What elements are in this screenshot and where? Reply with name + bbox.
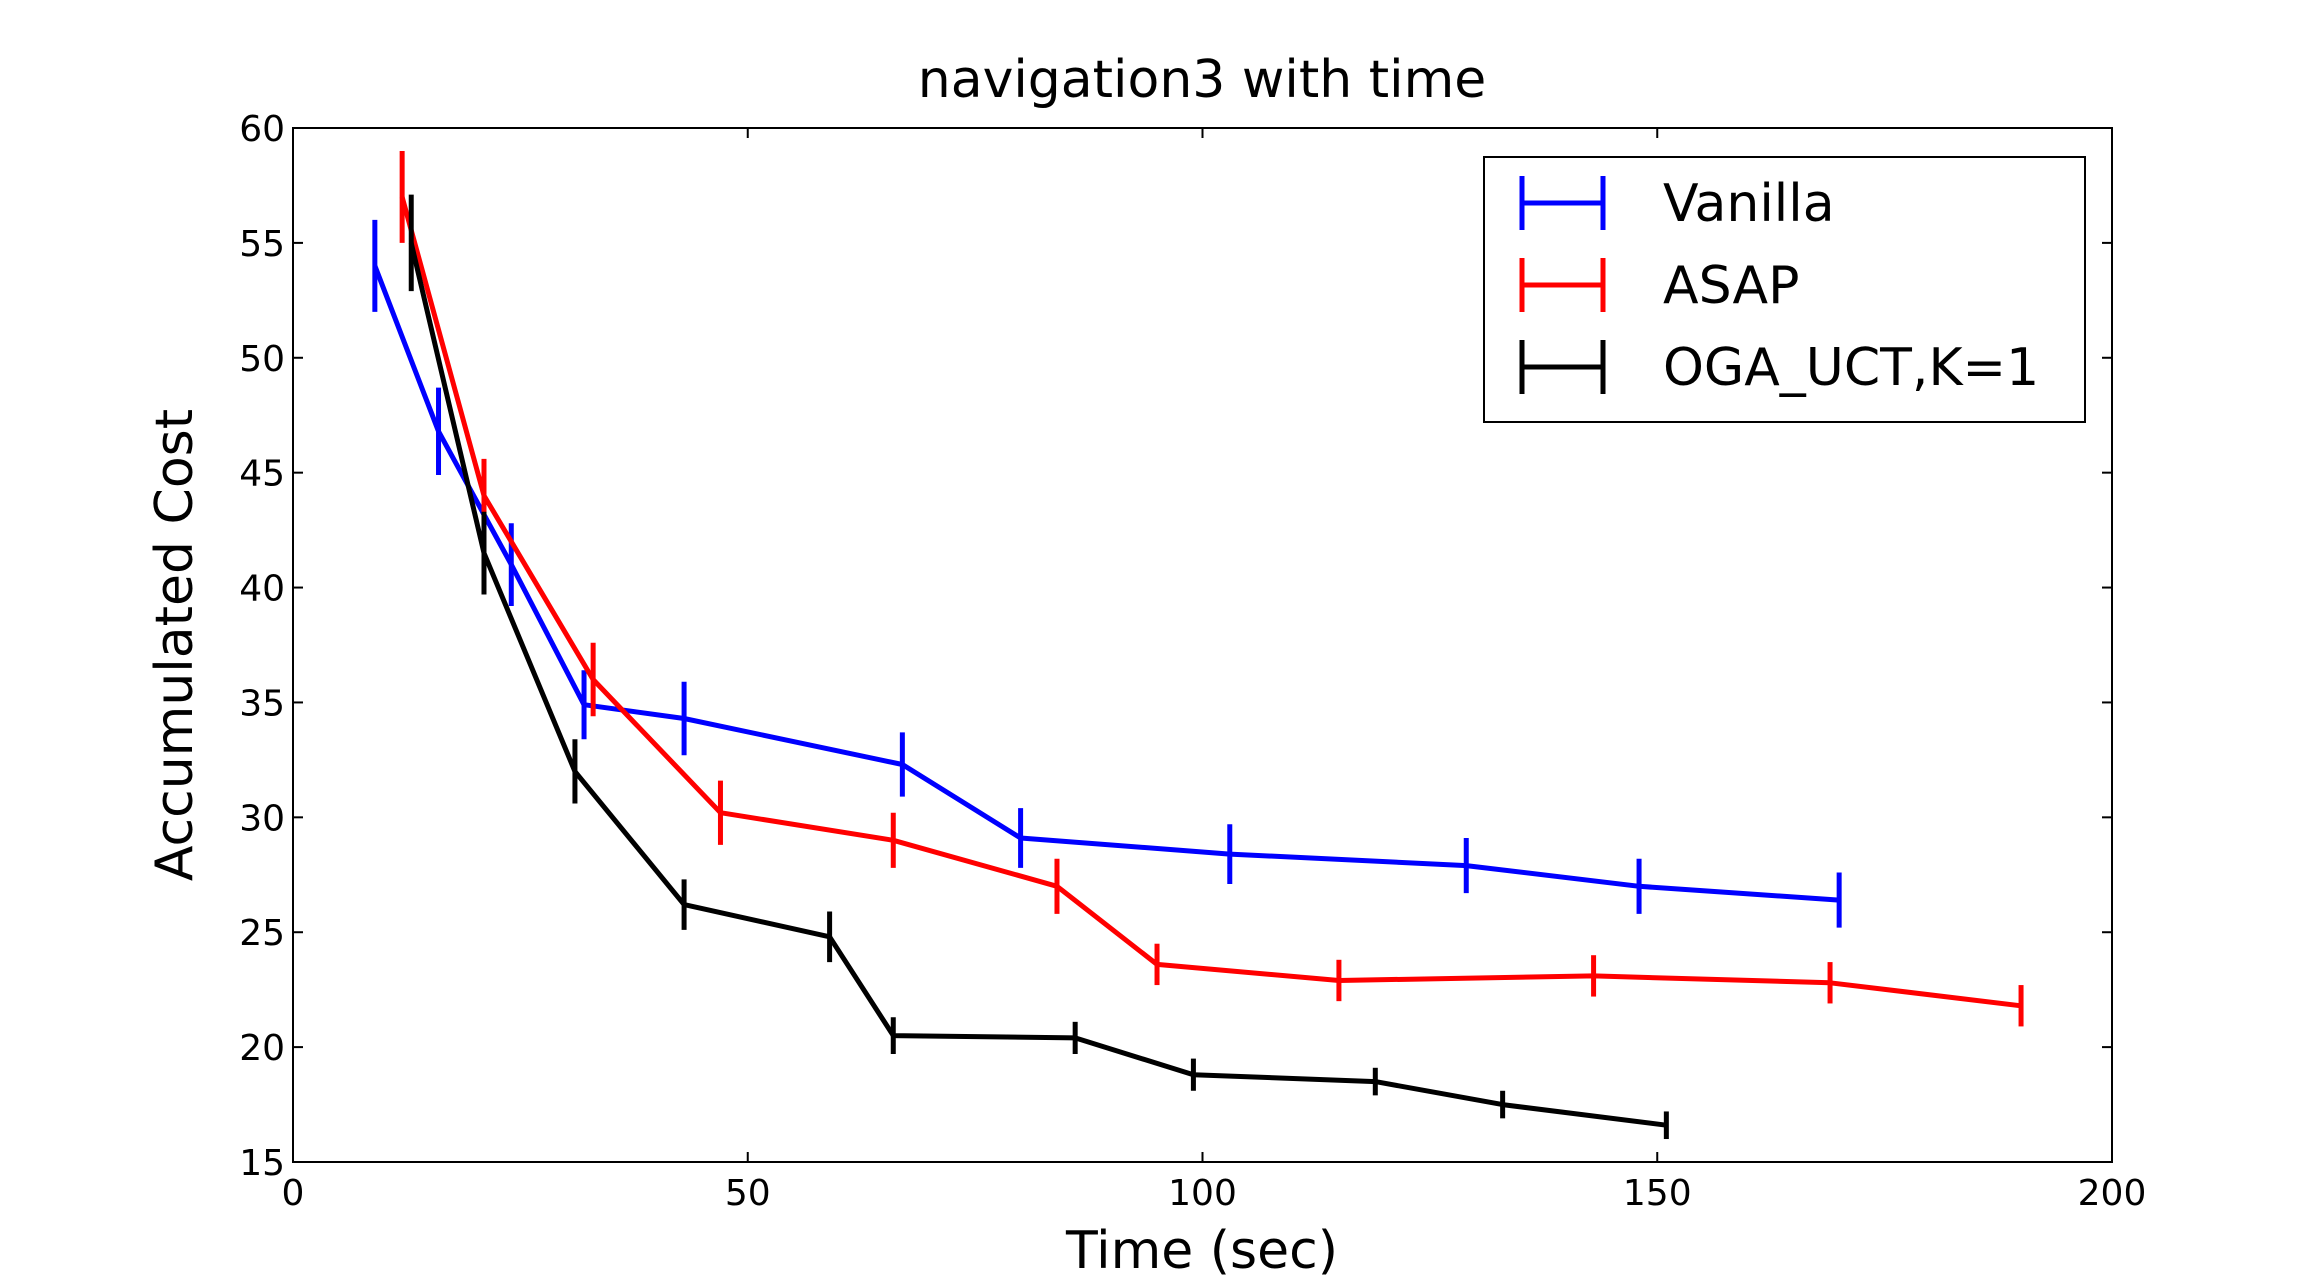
- x-tick-label: 100: [1168, 1173, 1237, 1214]
- legend-entries: Vanilla ASAP OGA_UCT,K=1: [1519, 174, 2039, 398]
- y-tick-label: 50: [239, 339, 285, 380]
- y-tick-label: 25: [239, 913, 285, 954]
- legend-label: Vanilla: [1663, 174, 1835, 234]
- y-tick-label: 15: [239, 1143, 285, 1184]
- y-tick-label: 20: [239, 1028, 285, 1069]
- legend-label: OGA_UCT,K=1: [1663, 338, 2039, 398]
- x-axis: 0 50 100 150 200: [282, 128, 2147, 1214]
- x-tick-label: 200: [2078, 1173, 2147, 1214]
- y-tick-label: 35: [239, 683, 285, 724]
- y-tick-label: 60: [239, 109, 285, 150]
- x-tick-label: 150: [1623, 1173, 1692, 1214]
- legend: Vanilla ASAP OGA_UCT,K=1: [1483, 156, 2086, 423]
- chart-title: navigation3 with time: [918, 50, 1486, 110]
- y-tick-label: 30: [239, 798, 285, 839]
- y-tick-label: 55: [239, 224, 285, 265]
- x-tick-label: 0: [282, 1173, 305, 1214]
- x-axis-label: Time (sec): [1065, 1221, 1338, 1277]
- y-tick-label: 40: [239, 569, 285, 610]
- y-axis: 15 20 25 30 35 40 45 50 55 60: [239, 109, 2112, 1184]
- plot-area: [372, 150, 2024, 1140]
- y-tick-label: 45: [239, 454, 285, 495]
- x-tick-label: 50: [725, 1173, 771, 1214]
- y-axis-label: Accumulated Cost: [145, 409, 205, 881]
- legend-label: ASAP: [1663, 256, 1799, 316]
